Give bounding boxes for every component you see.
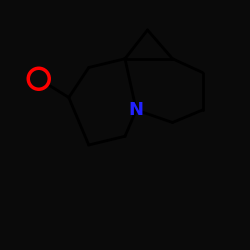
Text: N: N	[129, 101, 144, 119]
